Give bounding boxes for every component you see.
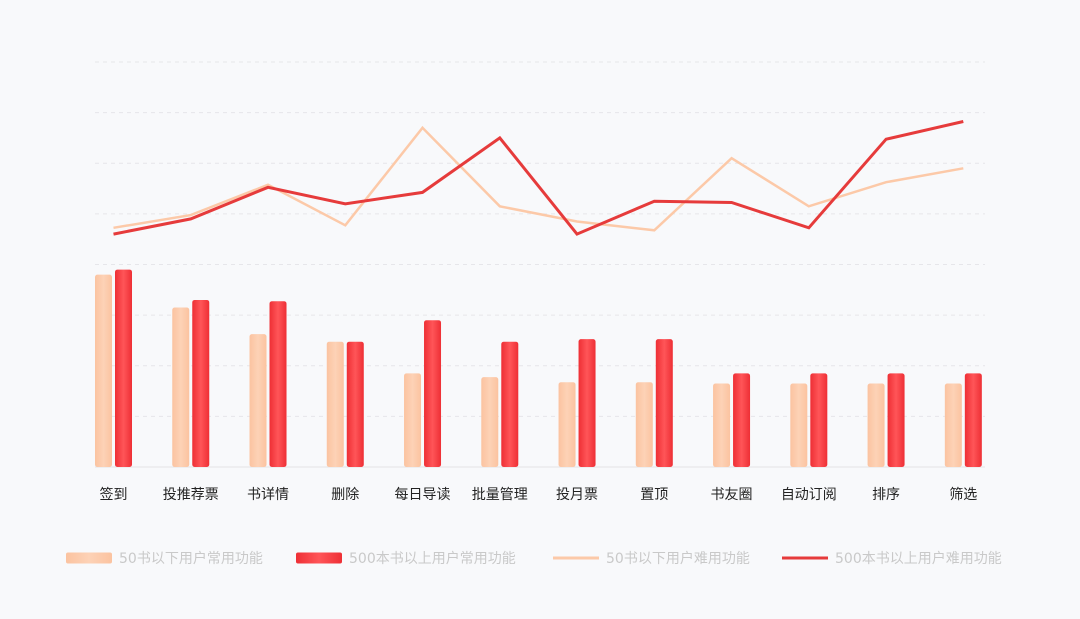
bar-light-5 <box>481 377 499 467</box>
line-light-series <box>113 125 964 232</box>
category-label-10: 排序 <box>872 487 900 503</box>
category-label-5: 批量管理 <box>472 487 528 503</box>
legend-label: 50书以下用户常用功能 <box>119 550 263 567</box>
category-label-4: 每日导读 <box>395 486 451 503</box>
legend: 50书以下用户常用功能 500本书以上用户常用功能 50书以下用户难用功能 500本书… <box>66 550 1002 567</box>
bar-light-2 <box>249 334 267 467</box>
category-label-7: 置顶 <box>640 487 668 503</box>
category-label-11: 筛选 <box>949 487 977 503</box>
bar-light-1 <box>172 307 190 467</box>
bar-red-3 <box>346 341 364 467</box>
category-label-3: 删除 <box>331 487 359 503</box>
category-label-9: 自动订阅 <box>781 487 837 503</box>
bar-red-1 <box>192 299 210 467</box>
legend-item-3[interactable]: 500本书以上用户难用功能 <box>782 550 1002 567</box>
bar-light-10 <box>867 383 885 467</box>
legend-item-0[interactable]: 50书以下用户常用功能 <box>66 550 263 567</box>
bar-light-9 <box>790 383 808 467</box>
bar-light-11 <box>944 383 962 467</box>
category-label-0: 签到 <box>100 486 128 503</box>
bar-red-0 <box>115 269 132 467</box>
bar-red-9 <box>810 373 828 467</box>
bar-red-6 <box>578 339 596 467</box>
bars <box>95 269 982 467</box>
bar-red-7 <box>655 339 673 467</box>
bar-red-10 <box>887 373 905 467</box>
legend-label: 500本书以上用户常用功能 <box>349 550 516 567</box>
bar-red-11 <box>964 373 982 467</box>
category-label-8: 书友圈 <box>711 487 753 503</box>
grid-lines <box>95 61 985 468</box>
bar-light-4 <box>404 373 422 467</box>
legend-swatch-bar <box>66 552 112 564</box>
category-labels: 签到 投推荐票 书详情 删除 每日导读 批量管理 投月票 置顶 书友圈 自动订阅 排序 筛选 <box>100 486 978 503</box>
bar-light-6 <box>558 382 576 467</box>
bar-red-2 <box>269 301 287 467</box>
category-label-1: 投推荐票 <box>163 487 219 503</box>
category-label-2: 书详情 <box>247 487 289 503</box>
legend-label: 50书以下用户难用功能 <box>606 550 750 567</box>
legend-swatch-bar <box>296 552 342 564</box>
category-label-6: 投月票 <box>556 487 598 503</box>
lines <box>113 120 964 236</box>
bar-light-3 <box>326 341 344 467</box>
legend-item-1[interactable]: 500本书以上用户常用功能 <box>296 550 516 567</box>
legend-item-2[interactable]: 50书以下用户难用功能 <box>553 550 750 567</box>
line-red-series <box>113 120 964 236</box>
bar-light-7 <box>635 382 653 467</box>
bar-red-5 <box>501 341 519 467</box>
bar-red-4 <box>424 320 442 467</box>
bar-light-8 <box>713 383 731 467</box>
bar-light-0 <box>95 274 112 467</box>
bar-red-8 <box>733 373 751 467</box>
legend-label: 500本书以上用户难用功能 <box>835 550 1002 567</box>
